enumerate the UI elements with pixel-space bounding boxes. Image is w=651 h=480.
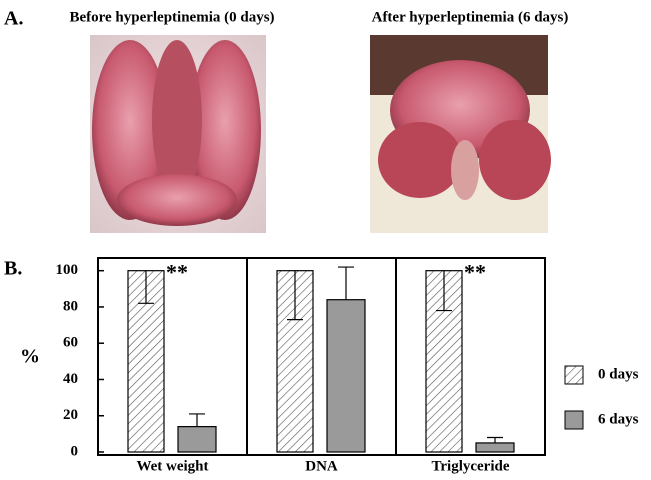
chart: B.% 0 20 40 60 80 100 Wet weight ** DNA Triglyceri… [4, 257, 639, 474]
bar [177, 426, 217, 453]
bar [475, 442, 515, 453]
legend-swatch [564, 365, 584, 385]
y-tick-label: 0 [71, 443, 79, 459]
legend-label: 0 days [598, 366, 639, 382]
y-axis-label: % [20, 346, 40, 368]
panel-label: A. [4, 8, 23, 30]
y-tick-label: 40 [63, 371, 78, 387]
y-tick-label: 80 [63, 298, 78, 314]
legend-label: 6 days [598, 411, 639, 427]
error-bar [436, 270, 452, 312]
photo-before [90, 35, 266, 233]
bar [326, 299, 366, 453]
x-tick-label: DNA [305, 458, 338, 474]
x-tick-label: Triglyceride [431, 458, 509, 474]
significance-label: ** [464, 260, 486, 285]
legend-swatch [564, 410, 584, 430]
error-bar [138, 270, 154, 304]
error-bar [189, 413, 205, 427]
plot-frame [97, 257, 546, 456]
y-tick-label: 20 [63, 407, 78, 423]
significance-label: ** [166, 260, 188, 285]
photo-caption: Before hyperleptinemia (0 days) [69, 9, 274, 25]
error-bar [487, 436, 503, 443]
photo-after [370, 35, 551, 233]
error-bar [338, 266, 354, 300]
y-tick-label: 100 [56, 262, 79, 278]
error-bar [287, 270, 303, 321]
photo-caption: After hyperleptinemia (6 days) [372, 9, 569, 25]
x-tick-label: Wet weight [136, 458, 208, 474]
y-tick-label: 60 [63, 335, 78, 351]
panel-label: B. [4, 258, 22, 280]
